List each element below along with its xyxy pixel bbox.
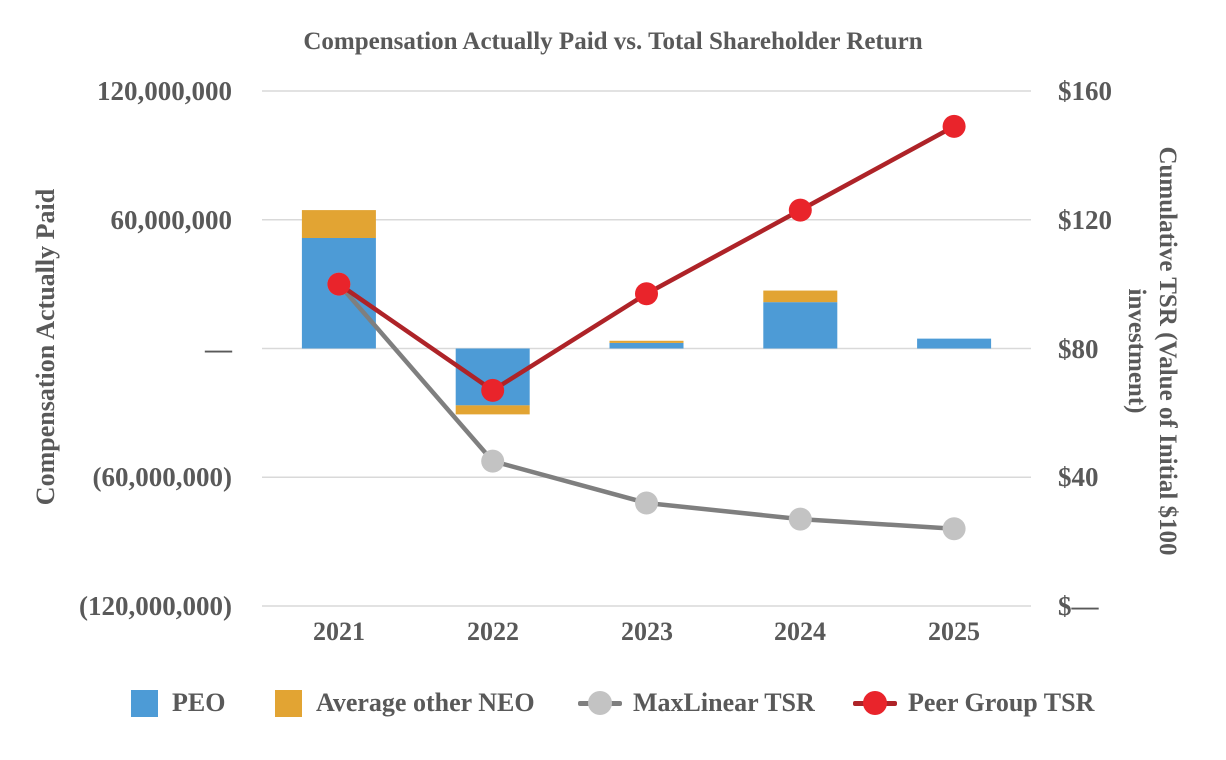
legend-label: Average other NEO xyxy=(316,688,535,717)
dot-peer-group-tsr-2023 xyxy=(635,282,658,306)
bar-peo-2023 xyxy=(609,342,684,349)
dot-peer-group-tsr-2024 xyxy=(788,198,812,222)
bar-average-other-neo-2022 xyxy=(455,405,530,415)
neo-swatch-icon xyxy=(275,689,302,717)
dot-maxlinear-tsr-2025 xyxy=(942,517,966,541)
peo-swatch-icon xyxy=(131,689,158,717)
legend-item-maxlinear-tsr: MaxLinear TSR xyxy=(578,688,815,718)
dot-peer-group-tsr-2022 xyxy=(481,378,505,402)
legend-label: Peer Group TSR xyxy=(908,688,1095,717)
chart-title: Compensation Actually Paid vs. Total Sha… xyxy=(303,28,923,55)
bar-average-other-neo-2021 xyxy=(301,210,376,238)
right-axis-tick: $120 xyxy=(1058,205,1112,235)
bar-peo-2024 xyxy=(763,302,838,349)
dot-maxlinear-tsr-2023 xyxy=(635,491,658,515)
bar-peo-2025 xyxy=(917,338,992,349)
legend-item-peer-group-tsr: Peer Group TSR xyxy=(853,688,1094,718)
maxlinear-line-marker-icon xyxy=(578,688,622,718)
right-axis-tick: $— xyxy=(1058,591,1099,621)
bar-average-other-neo-2023 xyxy=(609,340,684,343)
left-axis-tick: 120,000,000 xyxy=(97,76,232,106)
right-axis-tick: $80 xyxy=(1058,334,1099,364)
x-axis-label: 2022 xyxy=(467,617,519,646)
peer-group-line-marker-icon xyxy=(853,688,897,718)
line-peer-group-tsr xyxy=(336,124,957,393)
bar-average-other-neo-2024 xyxy=(763,290,838,303)
x-axis-label: 2023 xyxy=(621,617,673,646)
right-axis-tick: $40 xyxy=(1058,462,1099,492)
legend-item-average-other-neo: Average other NEO xyxy=(275,688,535,718)
legend-item-peo: PEO xyxy=(131,688,225,718)
legend-label: MaxLinear TSR xyxy=(633,688,815,717)
legend-label: PEO xyxy=(172,688,226,717)
left-axis-tick: 60,000,000 xyxy=(110,205,233,235)
right-axis-title: Cumulative TSR (Value of Initial $100 in… xyxy=(1123,146,1181,556)
dot-peer-group-tsr-2021 xyxy=(327,272,351,296)
left-axis-title: Compensation Actually Paid xyxy=(31,188,60,506)
x-axis-label: 2024 xyxy=(774,617,826,646)
left-axis-tick: — xyxy=(205,334,232,364)
right-axis-tick: $160 xyxy=(1058,76,1112,106)
dot-maxlinear-tsr-2024 xyxy=(788,507,812,531)
dot-maxlinear-tsr-2022 xyxy=(481,449,505,473)
x-axis-label: 2025 xyxy=(928,617,980,646)
x-axis-label: 2021 xyxy=(313,617,365,646)
left-axis-tick: (60,000,000) xyxy=(92,462,232,492)
dot-peer-group-tsr-2025 xyxy=(942,114,966,138)
left-axis-tick: (120,000,000) xyxy=(79,591,232,621)
